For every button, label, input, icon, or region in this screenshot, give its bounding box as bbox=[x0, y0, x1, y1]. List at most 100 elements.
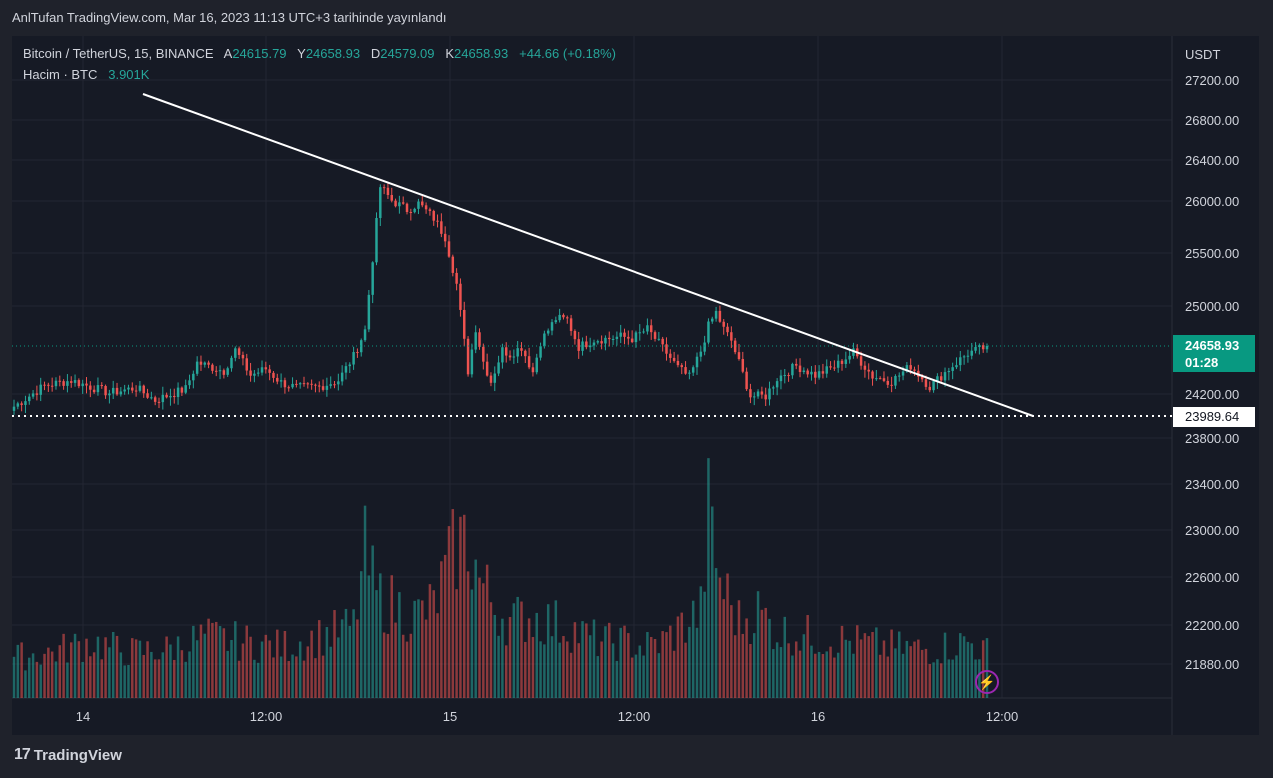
candle-body bbox=[665, 344, 668, 354]
volume-bar bbox=[939, 663, 943, 698]
candle-body bbox=[230, 357, 233, 369]
volume-bar bbox=[16, 644, 20, 698]
volume-bar bbox=[58, 645, 62, 698]
candle-body bbox=[279, 380, 283, 382]
candle-body bbox=[264, 367, 268, 370]
candle-body bbox=[111, 387, 115, 394]
candle-body bbox=[359, 340, 363, 353]
candle-body bbox=[825, 366, 828, 374]
volume-bar bbox=[24, 670, 27, 698]
candle-body bbox=[531, 367, 535, 373]
volume-bar bbox=[917, 639, 920, 698]
candle-body bbox=[161, 394, 165, 403]
candle-body bbox=[142, 385, 145, 394]
tradingview-logo[interactable]: 17 TradingView bbox=[14, 746, 122, 764]
price-chart[interactable]: USDT 27200.00 26800.00 26400.00 26000.00 2550… bbox=[12, 36, 1259, 735]
candle-body bbox=[703, 342, 706, 352]
volume-bar bbox=[73, 633, 77, 698]
candle-body bbox=[798, 365, 802, 373]
volume-bar bbox=[264, 634, 268, 698]
volume-bar bbox=[401, 634, 405, 698]
candle-body bbox=[325, 385, 329, 390]
volume-bar bbox=[546, 604, 550, 698]
candle-body bbox=[47, 384, 50, 386]
candle-body bbox=[382, 187, 386, 189]
volume-bar bbox=[562, 636, 565, 698]
candle-body bbox=[245, 358, 248, 371]
volume-bar bbox=[749, 643, 752, 698]
candle-body bbox=[794, 363, 798, 366]
volume-bar bbox=[783, 616, 787, 698]
candle-body bbox=[451, 256, 455, 273]
candle-body bbox=[814, 371, 817, 378]
volume-bar bbox=[531, 637, 535, 698]
candle-body bbox=[924, 379, 928, 387]
candle-body bbox=[897, 375, 901, 377]
candle-body bbox=[405, 203, 409, 213]
candle-body bbox=[218, 370, 222, 372]
volume-bar bbox=[833, 657, 836, 698]
volume-bar bbox=[165, 636, 168, 698]
candle-body bbox=[695, 356, 699, 368]
volume-bar bbox=[928, 664, 932, 698]
volume-bar bbox=[966, 641, 970, 698]
candle-body bbox=[291, 383, 294, 388]
candle-body bbox=[619, 332, 622, 337]
candle-body bbox=[623, 332, 626, 337]
y-tick-label: 23800.00 bbox=[1185, 431, 1239, 446]
volume-label[interactable]: Hacim · BTC bbox=[23, 67, 98, 82]
volume-bar bbox=[104, 637, 107, 698]
volume-bar bbox=[802, 634, 806, 698]
low-value: 24579.09 bbox=[380, 46, 435, 61]
volume-bar bbox=[634, 654, 638, 698]
volume-bar bbox=[115, 635, 119, 698]
candle-body bbox=[390, 195, 393, 201]
candle-body bbox=[119, 391, 123, 395]
volume-bar bbox=[482, 583, 485, 698]
volume-bar bbox=[470, 589, 474, 698]
volume-bar bbox=[588, 635, 592, 698]
volume-bar bbox=[413, 600, 416, 698]
volume-bar bbox=[894, 648, 897, 698]
chart-area[interactable]: USDT 27200.00 26800.00 26400.00 26000.00 2550… bbox=[12, 36, 1259, 735]
volume-bar bbox=[753, 633, 756, 698]
volume-bar bbox=[214, 621, 218, 698]
volume-bar bbox=[417, 599, 420, 698]
candle-body bbox=[546, 330, 550, 334]
high-value: 24658.93 bbox=[305, 46, 361, 61]
candle-body bbox=[115, 387, 119, 395]
bolt-icon[interactable]: ⚡ bbox=[975, 670, 999, 694]
candle-body bbox=[165, 394, 168, 398]
high-label: Y bbox=[297, 46, 306, 61]
candle-body bbox=[184, 385, 187, 393]
candle-body bbox=[260, 367, 264, 373]
candle-body bbox=[909, 365, 912, 370]
volume-bar bbox=[352, 609, 355, 698]
volume-bar bbox=[359, 571, 363, 698]
x-tick-label: 12:00 bbox=[250, 709, 283, 724]
candle-body bbox=[913, 369, 916, 371]
volume-bar bbox=[138, 640, 142, 698]
volume-bar bbox=[100, 659, 104, 698]
volume-bar bbox=[142, 654, 145, 698]
volume-bar bbox=[150, 651, 153, 698]
candle-body bbox=[81, 383, 84, 387]
candle-body bbox=[894, 376, 897, 386]
y-tick-label: 26000.00 bbox=[1185, 194, 1239, 209]
candle-body bbox=[661, 338, 664, 345]
candle-body bbox=[234, 348, 237, 358]
volume-bar bbox=[596, 656, 600, 698]
symbol-label[interactable]: Bitcoin / TetherUS, 15, BINANCE bbox=[23, 46, 214, 61]
candle-body bbox=[829, 366, 832, 368]
candle-body bbox=[20, 403, 23, 405]
volume-bar bbox=[909, 646, 912, 698]
candle-body bbox=[92, 389, 96, 393]
volume-bar bbox=[527, 618, 531, 698]
volume-bar bbox=[516, 596, 519, 698]
volume-bar bbox=[791, 655, 794, 698]
volume-bar bbox=[661, 631, 664, 698]
volume-bar bbox=[455, 589, 458, 698]
candle-body bbox=[783, 375, 787, 377]
candle-body bbox=[512, 356, 516, 358]
volume-bar bbox=[691, 600, 695, 698]
